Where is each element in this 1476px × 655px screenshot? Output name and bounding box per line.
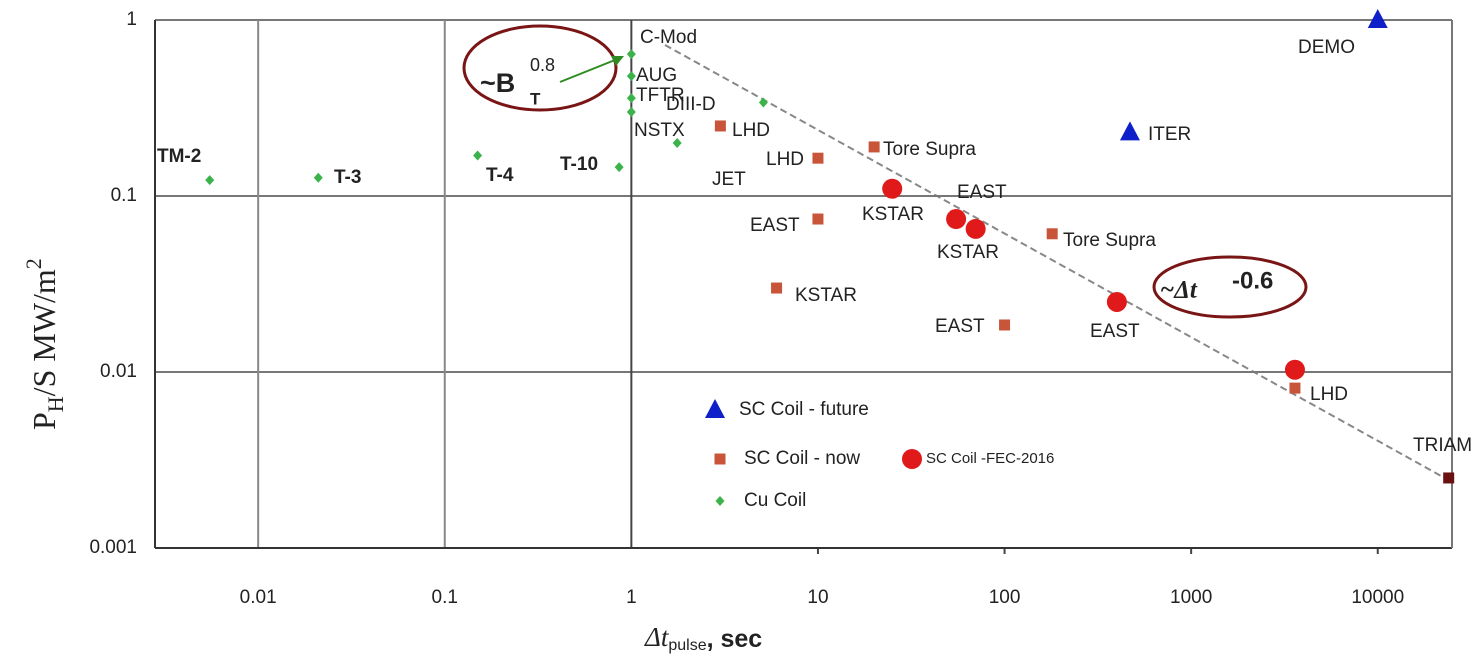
point	[869, 141, 880, 152]
x-tick-label: 10	[807, 587, 828, 608]
point-label: T-4	[486, 165, 514, 186]
x-tick-label: 10000	[1351, 587, 1404, 608]
point-label: LHD	[766, 149, 804, 170]
point-label: EAST	[935, 316, 985, 337]
point	[812, 153, 823, 164]
point-label: EAST	[750, 215, 800, 236]
point	[882, 179, 902, 199]
point-label: NSTX	[634, 120, 685, 141]
point-label: DIII-D	[666, 94, 716, 115]
y-tick-label: 1	[126, 9, 137, 30]
point-label: JET	[712, 169, 746, 190]
point	[1047, 228, 1058, 239]
point	[1285, 360, 1305, 380]
background	[0, 0, 1476, 655]
chart: 0.001 0.01 0.1 1 0.01 0.1 1 10 100 1000 10000 Δtpul…	[0, 0, 1476, 655]
point-label: TM-2	[157, 146, 201, 167]
y-tick-label: 0.001	[89, 537, 137, 558]
point-label: EAST	[957, 182, 1007, 203]
point-label: AUG	[636, 65, 677, 86]
point-label: Tore Supra	[1063, 230, 1156, 251]
x-axis-label-part: , sec	[707, 625, 763, 653]
legend-label: Cu Coil	[744, 490, 806, 511]
annotation: 0.8	[530, 55, 555, 75]
point-label: KSTAR	[862, 204, 924, 225]
x-tick-label: 1000	[1170, 587, 1212, 608]
point	[946, 209, 966, 229]
point	[1107, 292, 1127, 312]
x-axis-label-part: Δt	[644, 622, 670, 652]
point-label: T-3	[334, 167, 361, 188]
x-tick-label: 1	[626, 587, 637, 608]
point-label: T-10	[560, 154, 598, 175]
annotation: ~B	[480, 68, 515, 98]
point	[966, 219, 986, 239]
point-label: C-Mod	[640, 27, 697, 48]
point	[771, 283, 782, 294]
point-label: Tore Supra	[883, 139, 976, 160]
y-tick-label: 0.01	[100, 361, 137, 382]
point	[999, 319, 1010, 330]
y-tick-label: 0.1	[111, 185, 137, 206]
y-axis-label-part: P	[26, 412, 62, 430]
legend-label: SC Coil -FEC-2016	[926, 450, 1054, 467]
y-axis-label-part: /S MW/m	[26, 269, 62, 396]
y-axis-label-part: H	[43, 396, 68, 412]
point	[715, 120, 726, 131]
legend-marker	[715, 454, 726, 465]
point	[1443, 472, 1454, 483]
point-label: LHD	[1310, 384, 1348, 405]
y-axis-label-part: 2	[21, 258, 46, 269]
point	[1289, 383, 1300, 394]
point-label: LHD	[732, 120, 770, 141]
annotation: ~Δt	[1160, 277, 1198, 304]
point-label: KSTAR	[795, 285, 857, 306]
x-tick-label: 0.01	[240, 587, 277, 608]
legend-label: SC Coil - now	[744, 448, 860, 469]
point	[812, 214, 823, 225]
point-label: TRIAM	[1413, 435, 1472, 456]
point-label: DEMO	[1298, 37, 1355, 58]
x-axis-label-part: pulse	[668, 637, 706, 654]
x-tick-label: 0.1	[432, 587, 458, 608]
annotation: T	[530, 89, 541, 108]
x-tick-label: 100	[989, 587, 1021, 608]
legend-label: SC Coil - future	[739, 399, 869, 420]
annotation: -0.6	[1232, 267, 1273, 294]
point-label: KSTAR	[937, 242, 999, 263]
legend-marker	[902, 449, 922, 469]
point-label: EAST	[1090, 321, 1140, 342]
point-label: ITER	[1148, 124, 1191, 145]
